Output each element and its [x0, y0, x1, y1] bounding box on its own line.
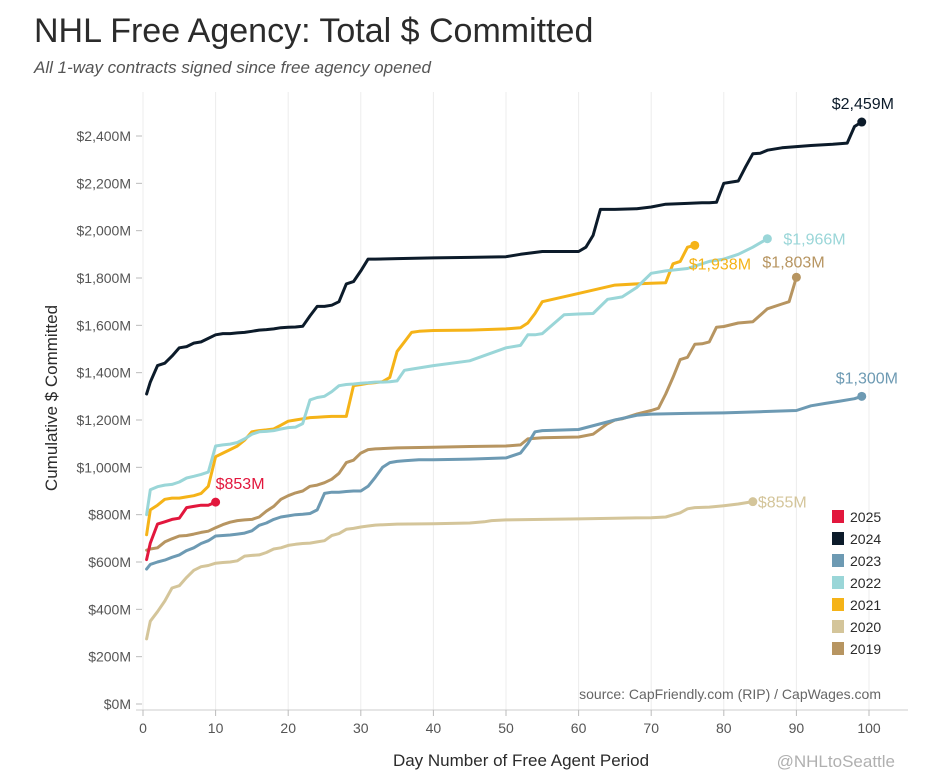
legend-label-2025: 2025: [850, 509, 881, 525]
x-tick-label: 60: [571, 720, 587, 736]
end-label-2023: $1,300M: [836, 370, 898, 387]
x-tick-label: 40: [426, 720, 442, 736]
y-tick-label: $600M: [88, 554, 131, 570]
legend-swatch-2019: [832, 642, 844, 655]
series-end-point-2025: [211, 497, 221, 507]
axis-layer: 0 10 20 30 40 50 60 70 80 90 100 $0M $200M $400M $600M…: [77, 128, 908, 736]
series-end-point-2024: [857, 117, 867, 127]
end-label-2022: $1,966M: [783, 232, 845, 249]
x-tick-label: 50: [498, 720, 514, 736]
legend: 2025 2024 2023 2022 2021 2020 2019: [832, 509, 881, 657]
end-label-2019: $1,803M: [762, 254, 824, 271]
y-tick-label: $2,000M: [77, 223, 131, 239]
x-tick-label: 80: [716, 720, 732, 736]
series-layer: [145, 117, 867, 641]
grid-layer: [142, 92, 870, 710]
source-note: source: CapFriendly.com (RIP) / CapWages…: [579, 686, 881, 702]
series-line-2025: [145, 500, 218, 562]
y-tick-label: $800M: [88, 507, 131, 523]
x-tick-label: 20: [280, 720, 296, 736]
legend-label-2023: 2023: [850, 553, 881, 569]
end-label-2025: $853M: [216, 476, 265, 493]
legend-label-2019: 2019: [850, 641, 881, 657]
series-line-2019: [145, 275, 798, 552]
x-tick-label: 0: [139, 720, 147, 736]
credit-watermark: @NHLtoSeattle: [777, 752, 895, 771]
x-tick-label: 10: [208, 720, 224, 736]
legend-swatch-2021: [832, 598, 844, 611]
y-tick-label: $1,000M: [77, 459, 131, 475]
x-tick-label: 30: [353, 720, 369, 736]
label-layer: $853M $2,459M $1,300M $1,966M $1,938M $855M $1…: [216, 96, 898, 512]
series-line-2022: [145, 237, 769, 517]
legend-label-2021: 2021: [850, 597, 881, 613]
y-tick-label: $2,200M: [77, 175, 131, 191]
end-label-2021: $1,938M: [689, 256, 751, 273]
x-tick-label: 90: [789, 720, 805, 736]
series-end-point-2020: [748, 497, 758, 507]
series-line-2023: [145, 394, 864, 571]
legend-label-2022: 2022: [850, 575, 881, 591]
legend-swatch-2024: [832, 532, 844, 545]
series-line-2020: [145, 500, 755, 641]
y-tick-label: $1,800M: [77, 270, 131, 286]
series-line-2021: [145, 243, 697, 537]
legend-label-2020: 2020: [850, 619, 881, 635]
legend-swatch-2020: [832, 620, 844, 633]
end-label-2020: $855M: [758, 495, 807, 512]
legend-swatch-2023: [832, 554, 844, 567]
series-line-2024: [145, 120, 864, 396]
series-end-point-2019: [791, 272, 801, 282]
chart-subtitle: All 1-way contracts signed since free ag…: [34, 58, 431, 77]
chart-title: NHL Free Agency: Total $ Committed: [34, 12, 594, 50]
series-end-point-2022: [762, 234, 772, 244]
y-tick-label: $0M: [104, 696, 131, 712]
series-end-point-2021: [690, 240, 700, 250]
series-end-point-2023: [857, 391, 867, 401]
y-tick-label: $1,200M: [77, 412, 131, 428]
y-tick-label: $1,400M: [77, 365, 131, 381]
y-tick-label: $1,600M: [77, 317, 131, 333]
y-axis-title: Cumulative $ Committed: [42, 305, 61, 491]
legend-swatch-2022: [832, 576, 844, 589]
x-tick-label: 100: [857, 720, 881, 736]
x-tick-label: 70: [643, 720, 659, 736]
legend-label-2024: 2024: [850, 531, 881, 547]
legend-swatch-2025: [832, 510, 844, 523]
y-tick-label: $200M: [88, 649, 131, 665]
end-label-2024: $2,459M: [832, 96, 894, 113]
x-axis-title: Day Number of Free Agent Period: [393, 751, 649, 770]
y-tick-label: $400M: [88, 601, 131, 617]
y-tick-label: $2,400M: [77, 128, 131, 144]
